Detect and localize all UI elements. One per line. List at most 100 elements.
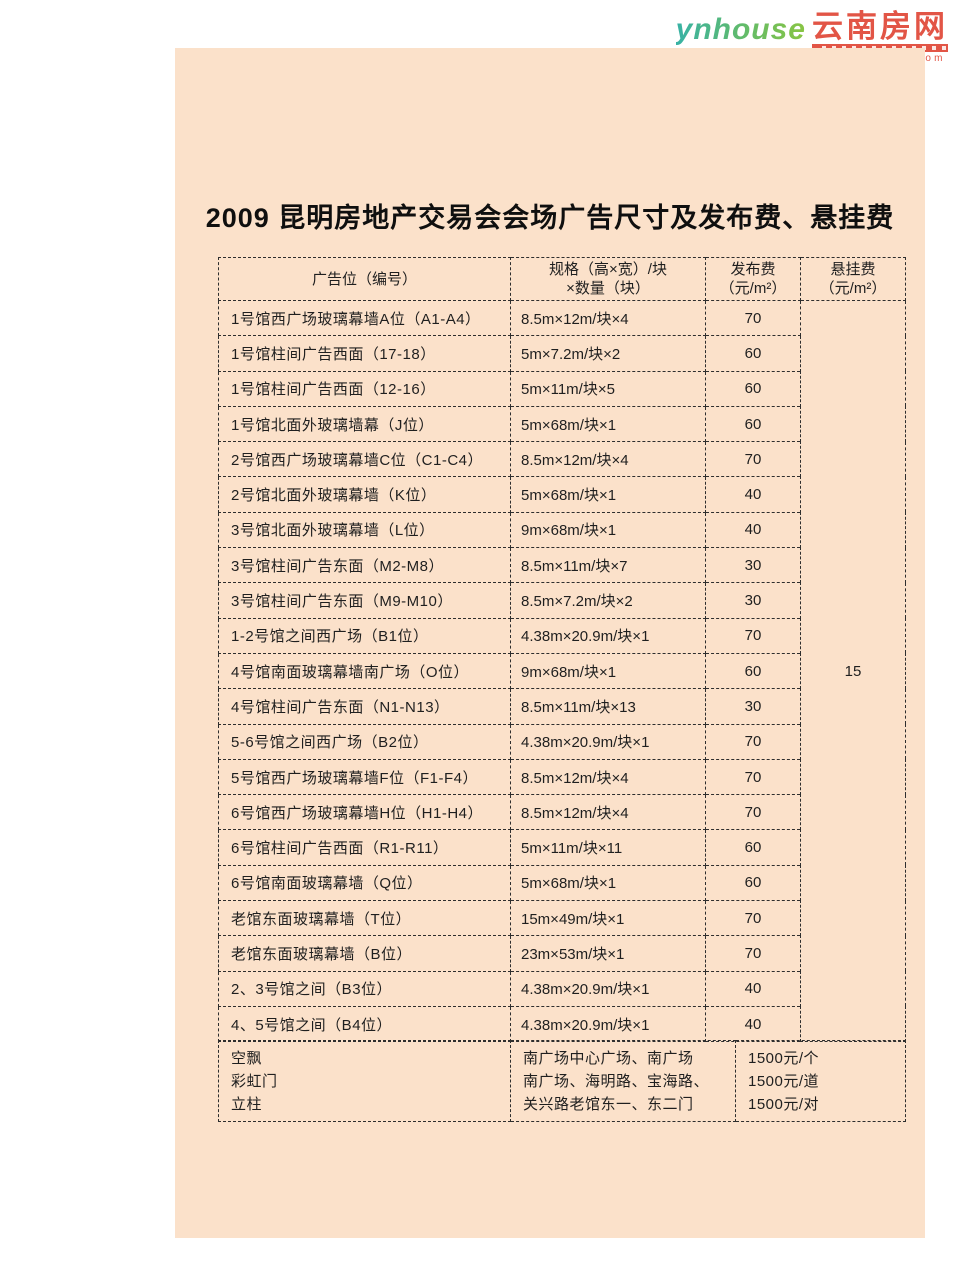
misc-location: 南广场、海明路、宝海路、	[523, 1072, 710, 1090]
misc-item: 立柱	[231, 1095, 263, 1113]
publish-fee-cell: 70	[705, 441, 801, 478]
ad-position-cell: 2、3号馆之间（B3位）	[218, 970, 511, 1007]
table-row: 3号馆北面外玻璃幕墙（L位） 9m×68m/块×1 40	[218, 511, 906, 549]
misc-price: 1500元/道	[748, 1072, 820, 1090]
header-row: 广告位（编号） 规格（高×宽）/块 ×数量（块） 发布费 （元/m²） 悬挂费 …	[218, 257, 906, 301]
misc-prices-cell: 1500元/个 1500元/道 1500元/对	[735, 1040, 906, 1122]
publish-fee-cell: 40	[705, 970, 801, 1007]
spec-cell: 15m×49m/块×1	[510, 900, 706, 937]
table-row: 6号馆南面玻璃幕墙（Q位） 5m×68m/块×1 60	[218, 864, 906, 902]
col-header-position: 广告位（编号）	[218, 257, 511, 301]
publish-fee-cell: 70	[705, 758, 801, 796]
ad-position-cell: 老馆东面玻璃幕墙（T位）	[218, 900, 511, 937]
hanging-fee-cell: 15	[800, 299, 906, 1043]
publish-fee-cell: 70	[705, 723, 801, 760]
col-header-hanging-fee-line2: （元/m²）	[819, 280, 887, 297]
ad-position-cell: 老馆东面玻璃幕墙（B位）	[218, 935, 511, 972]
ad-position-cell: 2号馆北面外玻璃幕墙（K位）	[218, 476, 511, 513]
spec-cell: 8.5m×12m/块×4	[510, 299, 706, 337]
misc-item: 彩虹门	[231, 1072, 278, 1090]
col-header-publish-fee-line2: （元/m²）	[719, 280, 787, 297]
spec-cell: 5m×68m/块×1	[510, 864, 706, 902]
ad-position-cell: 4、5号馆之间（B4位）	[218, 1005, 511, 1043]
spec-cell: 4.38m×20.9m/块×1	[510, 970, 706, 1007]
publish-fee-cell: 40	[705, 476, 801, 513]
misc-location: 南广场中心广场、南广场	[523, 1049, 694, 1067]
ad-position-cell: 3号馆柱间广告东面（M2-M8）	[218, 547, 511, 584]
misc-locations-cell: 南广场中心广场、南广场 南广场、海明路、宝海路、 关兴路老馆东一、东二门	[510, 1040, 736, 1122]
ad-position-cell: 3号馆柱间广告东面（M9-M10）	[218, 582, 511, 619]
ad-position-cell: 4号馆柱间广告东面（N1-N13）	[218, 688, 511, 725]
ad-position-cell: 1号馆西广场玻璃幕墙A位（A1-A4）	[218, 299, 511, 337]
table-row: 3号馆柱间广告东面（M9-M10） 8.5m×7.2m/块×2 30	[218, 582, 906, 619]
spec-cell: 4.38m×20.9m/块×1	[510, 1005, 706, 1043]
misc-price: 1500元/个	[748, 1049, 820, 1067]
content-panel: 2009 昆明房地产交易会会场广告尺寸及发布费、悬挂费 广告位（编号） 规格（高…	[175, 48, 925, 1238]
publish-fee-cell: 30	[705, 582, 801, 619]
col-header-position-label: 广告位（编号）	[311, 270, 417, 288]
table-row: 1号馆北面外玻璃墙幕（J位） 5m×68m/块×1 60	[218, 405, 906, 443]
ad-position-cell: 5-6号馆之间西广场（B2位）	[218, 723, 511, 760]
table-row: 5号馆西广场玻璃幕墙F位（F1-F4） 8.5m×12m/块×4 70	[218, 758, 906, 796]
spec-cell: 8.5m×11m/块×7	[510, 547, 706, 584]
page-title: 2009 昆明房地产交易会会场广告尺寸及发布费、悬挂费	[205, 203, 895, 233]
table-row: 2、3号馆之间（B3位） 4.38m×20.9m/块×1 40	[218, 970, 906, 1007]
spec-cell: 5m×68m/块×1	[510, 476, 706, 513]
brand-name: 云南房网	[812, 9, 948, 44]
table-row: 3号馆柱间广告东面（M2-M8） 8.5m×11m/块×7 30	[218, 547, 906, 584]
publish-fee-cell: 30	[705, 688, 801, 725]
ynhouse-wordmark-icon: ynhouse	[676, 10, 812, 50]
table-row: 2号馆西广场玻璃幕墙C位（C1-C4） 8.5m×12m/块×4 70	[218, 441, 906, 478]
ad-position-cell: 1号馆北面外玻璃墙幕（J位）	[218, 405, 511, 443]
misc-ads-row: 空飘 彩虹门 立柱 南广场中心广场、南广场 南广场、海明路、宝海路、 关兴路老馆…	[218, 1040, 906, 1122]
publish-fee-cell: 30	[705, 547, 801, 584]
publish-fee-cell: 60	[705, 370, 801, 407]
spec-cell: 8.5m×12m/块×4	[510, 441, 706, 478]
spec-cell: 4.38m×20.9m/块×1	[510, 723, 706, 760]
fee-table: 广告位（编号） 规格（高×宽）/块 ×数量（块） 发布费 （元/m²） 悬挂费 …	[218, 257, 906, 1043]
ad-position-cell: 6号馆柱间广告西面（R1-R11）	[218, 829, 511, 866]
misc-location: 关兴路老馆东一、东二门	[523, 1095, 694, 1113]
publish-fee-cell: 60	[705, 829, 801, 866]
col-header-spec-line2: ×数量（块）	[566, 280, 650, 297]
publish-fee-cell: 70	[705, 935, 801, 972]
publish-fee-cell: 70	[705, 299, 801, 337]
table-row: 老馆东面玻璃幕墙（T位） 15m×49m/块×1 70	[218, 900, 906, 937]
ad-position-cell: 5号馆西广场玻璃幕墙F位（F1-F4）	[218, 758, 511, 796]
ad-position-cell: 6号馆南面玻璃幕墙（Q位）	[218, 864, 511, 902]
publish-fee-cell: 70	[705, 900, 801, 937]
publish-fee-cell: 60	[705, 864, 801, 902]
ad-position-cell: 3号馆北面外玻璃幕墙（L位）	[218, 511, 511, 549]
spec-cell: 5m×7.2m/块×2	[510, 335, 706, 372]
table-row: 5-6号馆之间西广场（B2位） 4.38m×20.9m/块×1 70	[218, 723, 906, 760]
col-header-publish-fee: 发布费 （元/m²）	[705, 257, 801, 301]
table-row: 1-2号馆之间西广场（B1位） 4.38m×20.9m/块×1 70	[218, 617, 906, 654]
ad-position-cell: 2号馆西广场玻璃幕墙C位（C1-C4）	[218, 441, 511, 478]
spec-cell: 9m×68m/块×1	[510, 511, 706, 549]
ad-position-cell: 1号馆柱间广告西面（17-18）	[218, 335, 511, 372]
misc-items-cell: 空飘 彩虹门 立柱	[218, 1040, 511, 1122]
spec-cell: 8.5m×11m/块×13	[510, 688, 706, 725]
table-row: 老馆东面玻璃幕墙（B位） 23m×53m/块×1 70	[218, 935, 906, 972]
publish-fee-cell: 40	[705, 511, 801, 549]
misc-ads-table: 空飘 彩虹门 立柱 南广场中心广场、南广场 南广场、海明路、宝海路、 关兴路老馆…	[218, 1040, 906, 1122]
spec-cell: 8.5m×12m/块×4	[510, 794, 706, 831]
col-header-spec: 规格（高×宽）/块 ×数量（块）	[510, 257, 706, 301]
publish-fee-cell: 60	[705, 652, 801, 690]
ad-position-cell: 6号馆西广场玻璃幕墙H位（H1-H4）	[218, 794, 511, 831]
publish-fee-cell: 60	[705, 405, 801, 443]
col-header-spec-line1: 规格（高×宽）/块	[549, 261, 667, 278]
misc-price: 1500元/对	[748, 1095, 820, 1113]
table-row: 4号馆柱间广告东面（N1-N13） 8.5m×11m/块×13 30	[218, 688, 906, 725]
col-header-publish-fee-line1: 发布费	[730, 261, 776, 278]
publish-fee-cell: 40	[705, 1005, 801, 1043]
col-header-hanging-fee: 悬挂费 （元/m²）	[800, 257, 906, 301]
table-row: 1号馆西广场玻璃幕墙A位（A1-A4） 8.5m×12m/块×4 70 15	[218, 299, 906, 1043]
spec-cell: 23m×53m/块×1	[510, 935, 706, 972]
misc-item: 空飘	[231, 1049, 263, 1067]
spec-cell: 5m×11m/块×5	[510, 370, 706, 407]
publish-fee-cell: 60	[705, 335, 801, 372]
spec-cell: 8.5m×12m/块×4	[510, 758, 706, 796]
table-row: 2号馆北面外玻璃幕墙（K位） 5m×68m/块×1 40	[218, 476, 906, 513]
spec-cell: 5m×11m/块×11	[510, 829, 706, 866]
